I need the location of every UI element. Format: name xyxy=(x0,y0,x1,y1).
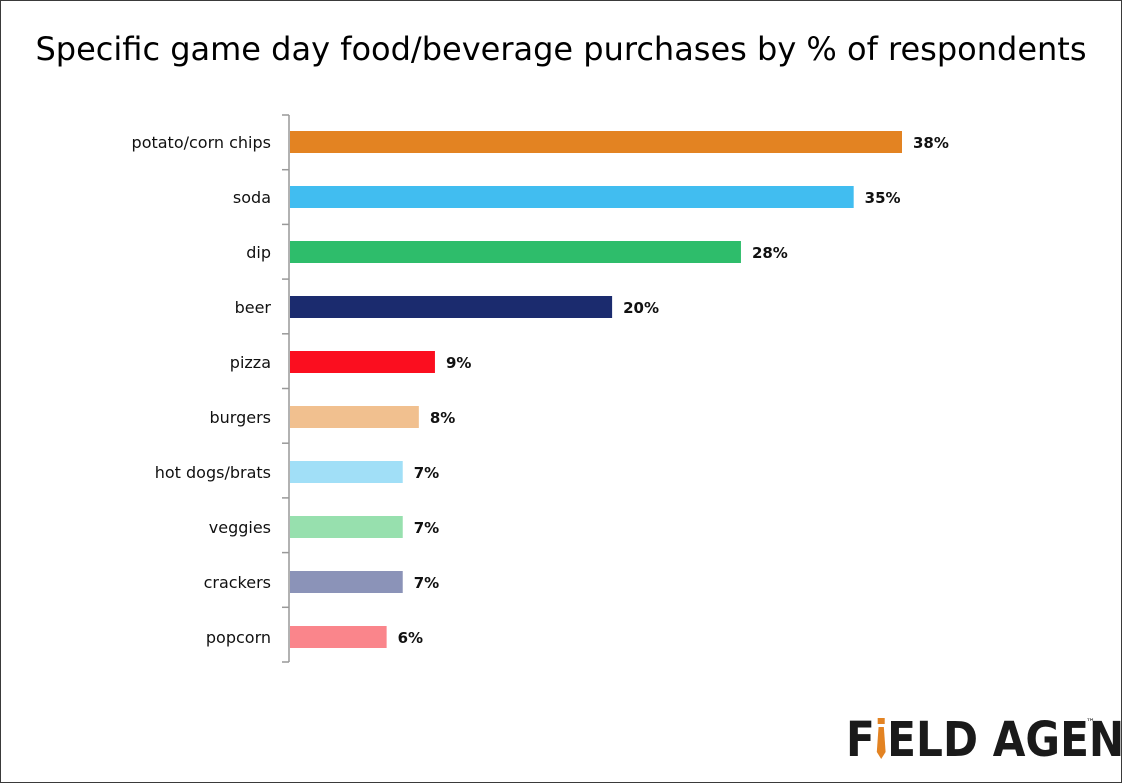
category-label: hot dogs/brats xyxy=(155,463,271,482)
bar xyxy=(290,516,403,538)
category-label: potato/corn chips xyxy=(132,133,271,152)
data-label: 35% xyxy=(865,189,901,207)
bar xyxy=(290,241,741,263)
bar xyxy=(290,626,387,648)
bar xyxy=(290,186,854,208)
category-label: popcorn xyxy=(206,628,271,647)
data-label: 20% xyxy=(623,299,659,317)
category-label: pizza xyxy=(230,353,271,372)
data-label: 7% xyxy=(414,519,439,537)
bar xyxy=(290,406,419,428)
bar xyxy=(290,131,902,153)
data-label: 7% xyxy=(414,574,439,592)
category-label: veggies xyxy=(209,518,271,537)
category-label: beer xyxy=(235,298,272,317)
bar xyxy=(290,571,403,593)
chart-title: Specific game day food/beverage purchase… xyxy=(35,30,1087,68)
data-label: 28% xyxy=(752,244,788,262)
bar xyxy=(290,461,403,483)
data-label: 38% xyxy=(913,134,949,152)
category-label: crackers xyxy=(204,573,271,592)
data-label: 8% xyxy=(430,409,455,427)
data-label: 9% xyxy=(446,354,471,372)
data-label: 6% xyxy=(398,629,423,647)
category-label: dip xyxy=(246,243,271,262)
logo-text-f: F xyxy=(846,712,875,768)
category-label: soda xyxy=(233,188,271,207)
trademark-symbol: ™ xyxy=(1086,718,1095,728)
tie-icon xyxy=(875,712,887,759)
bar xyxy=(290,351,435,373)
data-label: 7% xyxy=(414,464,439,482)
bar xyxy=(290,296,613,318)
category-label: burgers xyxy=(209,408,271,427)
